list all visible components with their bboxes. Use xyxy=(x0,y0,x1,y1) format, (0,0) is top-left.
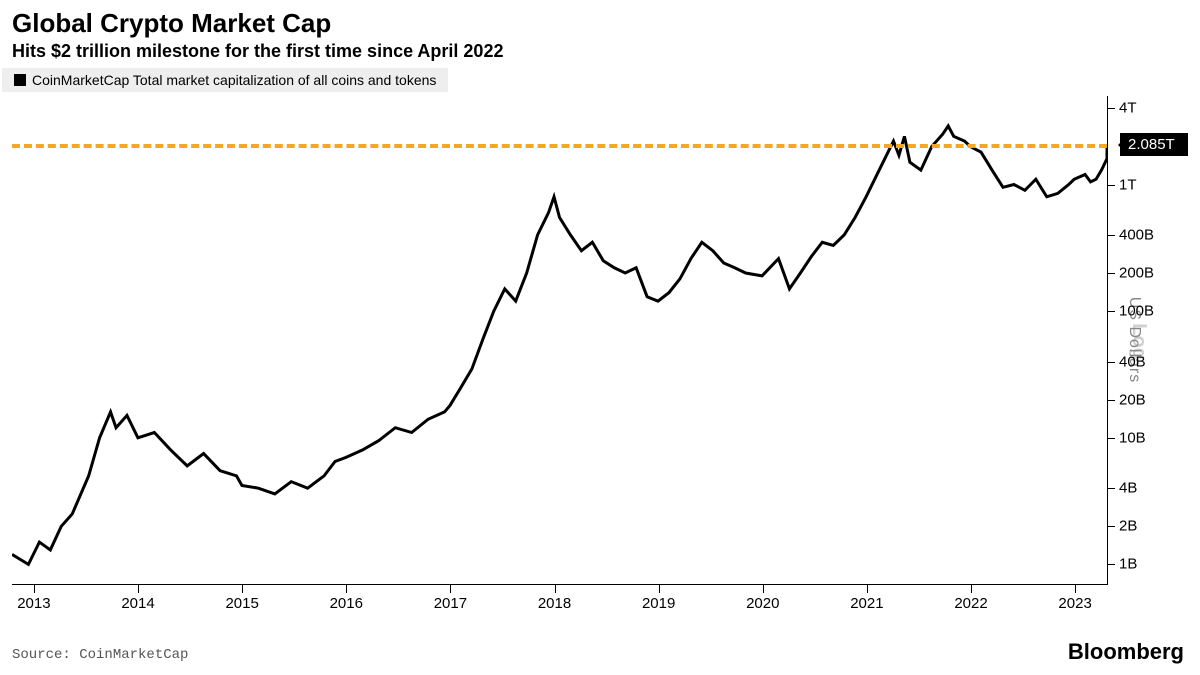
brand-logo: Bloomberg xyxy=(1068,639,1184,665)
x-tick xyxy=(659,585,660,593)
x-tick xyxy=(450,585,451,593)
x-tick xyxy=(763,585,764,593)
y-tick-label: 400B xyxy=(1119,226,1154,243)
x-axis: 2013 2014 2015 2016 2017 2018 2019 2020 2021 2022… xyxy=(12,585,1108,615)
y-tick xyxy=(1107,273,1115,274)
x-tick-label: 2022 xyxy=(954,595,987,612)
x-tick xyxy=(242,585,243,593)
y-tick xyxy=(1107,564,1115,565)
y-tick xyxy=(1107,362,1115,363)
x-tick-label: 2018 xyxy=(538,595,571,612)
chart-title: Global Crypto Market Cap xyxy=(0,0,1200,39)
x-tick-label: 2014 xyxy=(121,595,154,612)
source-text: Source: CoinMarketCap xyxy=(12,647,188,663)
y-tick xyxy=(1107,400,1115,401)
y-tick-label: 200B xyxy=(1119,265,1154,282)
y-tick xyxy=(1107,185,1115,186)
x-tick-label: 2021 xyxy=(850,595,883,612)
x-tick xyxy=(867,585,868,593)
y-tick xyxy=(1107,526,1115,527)
y-tick xyxy=(1107,438,1115,439)
reference-line xyxy=(12,144,1107,148)
y-tick-label: 4B xyxy=(1119,480,1137,497)
chart-subtitle: Hits $2 trillion milestone for the first… xyxy=(0,39,1200,68)
x-tick-label: 2016 xyxy=(330,595,363,612)
x-tick xyxy=(555,585,556,593)
line-series xyxy=(12,96,1107,584)
x-tick xyxy=(34,585,35,593)
y-tick-label: 10B xyxy=(1119,429,1146,446)
x-tick-label: 2017 xyxy=(434,595,467,612)
x-tick-label: 2023 xyxy=(1058,595,1091,612)
chart-area: Log US Dollars 1B2B4B10B20B40B100B200B40… xyxy=(12,96,1188,615)
y-tick xyxy=(1107,108,1115,109)
y-tick-label: 100B xyxy=(1119,303,1154,320)
x-tick xyxy=(971,585,972,593)
reference-callout: 2.085T xyxy=(1120,133,1188,156)
legend-label: CoinMarketCap Total market capitalizatio… xyxy=(32,72,436,88)
y-tick-label: 1B xyxy=(1119,556,1137,573)
y-tick xyxy=(1107,235,1115,236)
y-tick-label: 20B xyxy=(1119,391,1146,408)
x-tick-label: 2013 xyxy=(17,595,50,612)
legend: CoinMarketCap Total market capitalizatio… xyxy=(2,68,448,92)
legend-swatch xyxy=(14,74,26,86)
plot-region: Log US Dollars 1B2B4B10B20B40B100B200B40… xyxy=(12,96,1108,585)
y-tick-label: 4T xyxy=(1119,100,1137,117)
y-tick-label: 1T xyxy=(1119,176,1137,193)
y-tick-label: 40B xyxy=(1119,353,1146,370)
x-tick-label: 2015 xyxy=(225,595,258,612)
y-tick-label: 2B xyxy=(1119,518,1137,535)
x-tick-label: 2020 xyxy=(746,595,779,612)
x-tick xyxy=(138,585,139,593)
y-tick xyxy=(1107,311,1115,312)
y-tick xyxy=(1107,488,1115,489)
x-tick-label: 2019 xyxy=(642,595,675,612)
x-tick xyxy=(346,585,347,593)
x-tick xyxy=(1075,585,1076,593)
